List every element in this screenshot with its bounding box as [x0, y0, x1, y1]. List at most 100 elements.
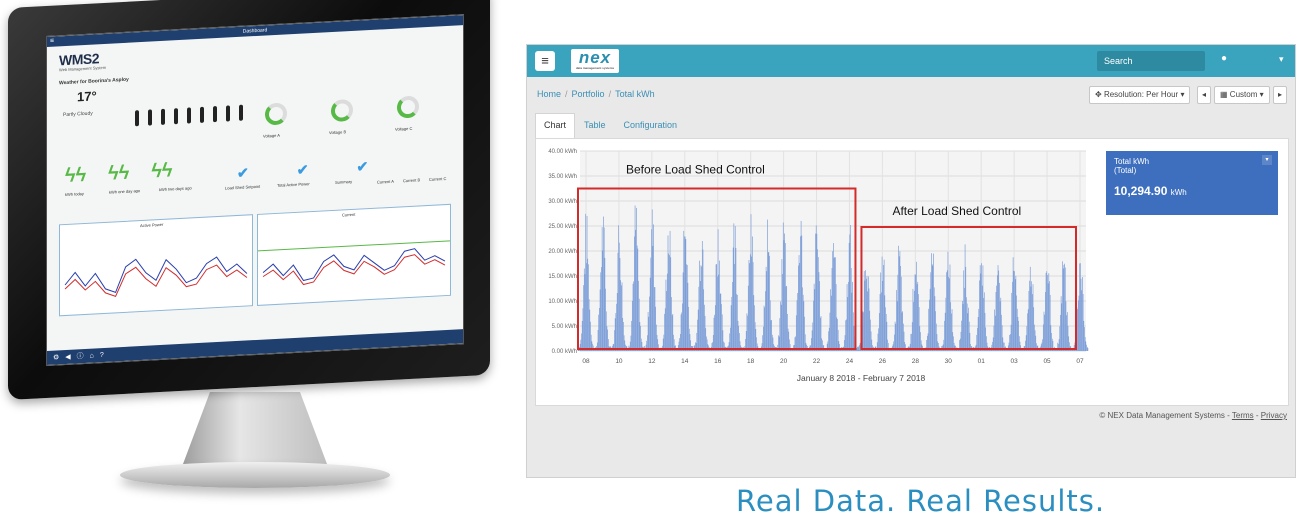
search-input[interactable]: Search	[1097, 51, 1205, 71]
menu-button[interactable]: ≡	[535, 51, 555, 71]
hourly-bar	[862, 311, 864, 351]
forecast-bar	[226, 105, 230, 122]
top-navbar: ≡ nex data management systems Search ● ▾	[527, 45, 1295, 77]
hourly-bar	[717, 276, 718, 351]
active-power-lines	[64, 256, 248, 297]
hourly-bar	[641, 341, 643, 351]
hourly-bar	[963, 270, 965, 351]
hourly-bar	[682, 303, 683, 351]
hourly-bar	[653, 287, 655, 351]
hourly-bar	[966, 303, 968, 351]
hourly-bar	[850, 268, 852, 351]
monitor: ≡ Dashboard WMS2 Web Management System W…	[8, 0, 490, 401]
voltage-c-gauge	[397, 95, 419, 119]
hourly-bar	[1086, 344, 1087, 351]
hourly-bar	[585, 213, 587, 351]
next-period-button[interactable]: ▸	[1273, 86, 1288, 104]
hourly-bar	[603, 216, 604, 351]
hourly-bar	[902, 323, 904, 351]
weather-title: Weather for Boorina's Asploy	[59, 76, 129, 87]
terms-link[interactable]: Terms	[1231, 411, 1254, 420]
privacy-link[interactable]: Privacy	[1260, 411, 1287, 420]
hourly-bar	[788, 331, 790, 351]
hourly-bar	[686, 264, 688, 351]
y-tick-label: 10.00 kWh	[548, 299, 577, 305]
hamburger-icon[interactable]: ≡	[50, 37, 55, 45]
footer-text: © NEX Data Management Systems -	[1099, 411, 1232, 420]
gear-icon[interactable]: ⚙	[53, 354, 60, 362]
hourly-bar	[748, 259, 750, 351]
hourly-bar	[736, 294, 738, 351]
tab-configuration[interactable]: Configuration	[623, 120, 678, 130]
hourly-bar	[650, 257, 652, 351]
current-lines	[258, 240, 450, 286]
hourly-bar	[962, 304, 964, 351]
custom-range-dropdown[interactable]: ▦ Custom ▾	[1214, 86, 1270, 104]
home-icon[interactable]: ⌂	[89, 351, 94, 360]
wms-charts: Active Power Current	[59, 203, 451, 317]
hourly-bar	[619, 258, 621, 351]
help-icon[interactable]: ?	[99, 351, 104, 359]
hourly-bar	[946, 270, 948, 351]
hourly-bar	[1042, 324, 1044, 351]
hourly-bar	[734, 263, 735, 351]
hourly-bar	[769, 300, 771, 351]
hourly-bar	[682, 272, 684, 351]
hourly-bar	[926, 339, 928, 351]
hourly-bar	[672, 314, 674, 351]
hourly-bar	[1077, 300, 1079, 351]
hourly-bar	[598, 314, 600, 351]
hourly-bar	[754, 305, 755, 351]
hourly-bar	[605, 311, 607, 351]
hourly-bar	[664, 308, 666, 351]
hourly-bar	[813, 300, 814, 351]
tab-table[interactable]: Table	[584, 120, 606, 130]
hourly-bar	[1077, 309, 1078, 351]
hourly-bar	[926, 335, 928, 351]
monitor-stand-neck	[180, 392, 330, 472]
hourly-bar	[834, 257, 836, 351]
hourly-bar	[747, 285, 749, 351]
hourly-bar	[851, 292, 853, 351]
hourly-bar	[892, 344, 894, 351]
card-menu-button[interactable]: ▾	[1262, 155, 1272, 165]
hourly-bar	[965, 266, 967, 351]
hourly-bar	[1087, 348, 1089, 351]
hourly-bar	[698, 286, 700, 351]
hourly-bar	[800, 236, 801, 351]
hourly-bar	[899, 251, 901, 351]
hourly-bar	[717, 229, 719, 351]
tab-chart[interactable]: Chart	[535, 113, 576, 139]
hourly-bar	[871, 339, 873, 351]
breadcrumb-portfolio[interactable]: Portfolio	[571, 89, 605, 99]
hourly-bar	[795, 336, 796, 351]
hourly-bar	[640, 338, 642, 351]
hourly-bar	[881, 292, 882, 351]
hourly-bar	[1031, 281, 1032, 351]
hourly-bar	[992, 341, 993, 351]
x-tick-label: 05	[1043, 358, 1051, 365]
hourly-bar	[602, 250, 604, 351]
hourly-bar	[984, 312, 986, 351]
before-annotation-label: Before Load Shed Control	[626, 163, 765, 177]
user-icon[interactable]: ●	[1221, 53, 1228, 64]
hourly-bar	[590, 321, 591, 351]
lightning-icon: ϟϟ	[151, 159, 173, 183]
hourly-bar	[1011, 292, 1013, 351]
resolution-dropdown[interactable]: ✥ Resolution: Per Hour ▾	[1089, 86, 1191, 104]
chevron-down-icon[interactable]: ▾	[1279, 54, 1284, 64]
prev-period-button[interactable]: ◂	[1197, 86, 1212, 104]
breadcrumb-home[interactable]: Home	[537, 89, 562, 99]
hourly-bar	[780, 301, 781, 351]
speaker-icon[interactable]: ◀	[65, 353, 71, 361]
nex-logo[interactable]: nex data management systems	[571, 49, 619, 73]
hourly-bar	[616, 303, 617, 351]
hourly-bar	[1082, 294, 1084, 351]
hourly-bar	[1051, 332, 1052, 351]
hourly-bar	[950, 302, 952, 351]
hourly-bar	[750, 214, 752, 351]
hourly-bar	[831, 268, 833, 351]
hourly-bar	[768, 252, 770, 351]
hourly-bar	[801, 235, 803, 351]
info-icon[interactable]: ⓘ	[76, 353, 84, 361]
